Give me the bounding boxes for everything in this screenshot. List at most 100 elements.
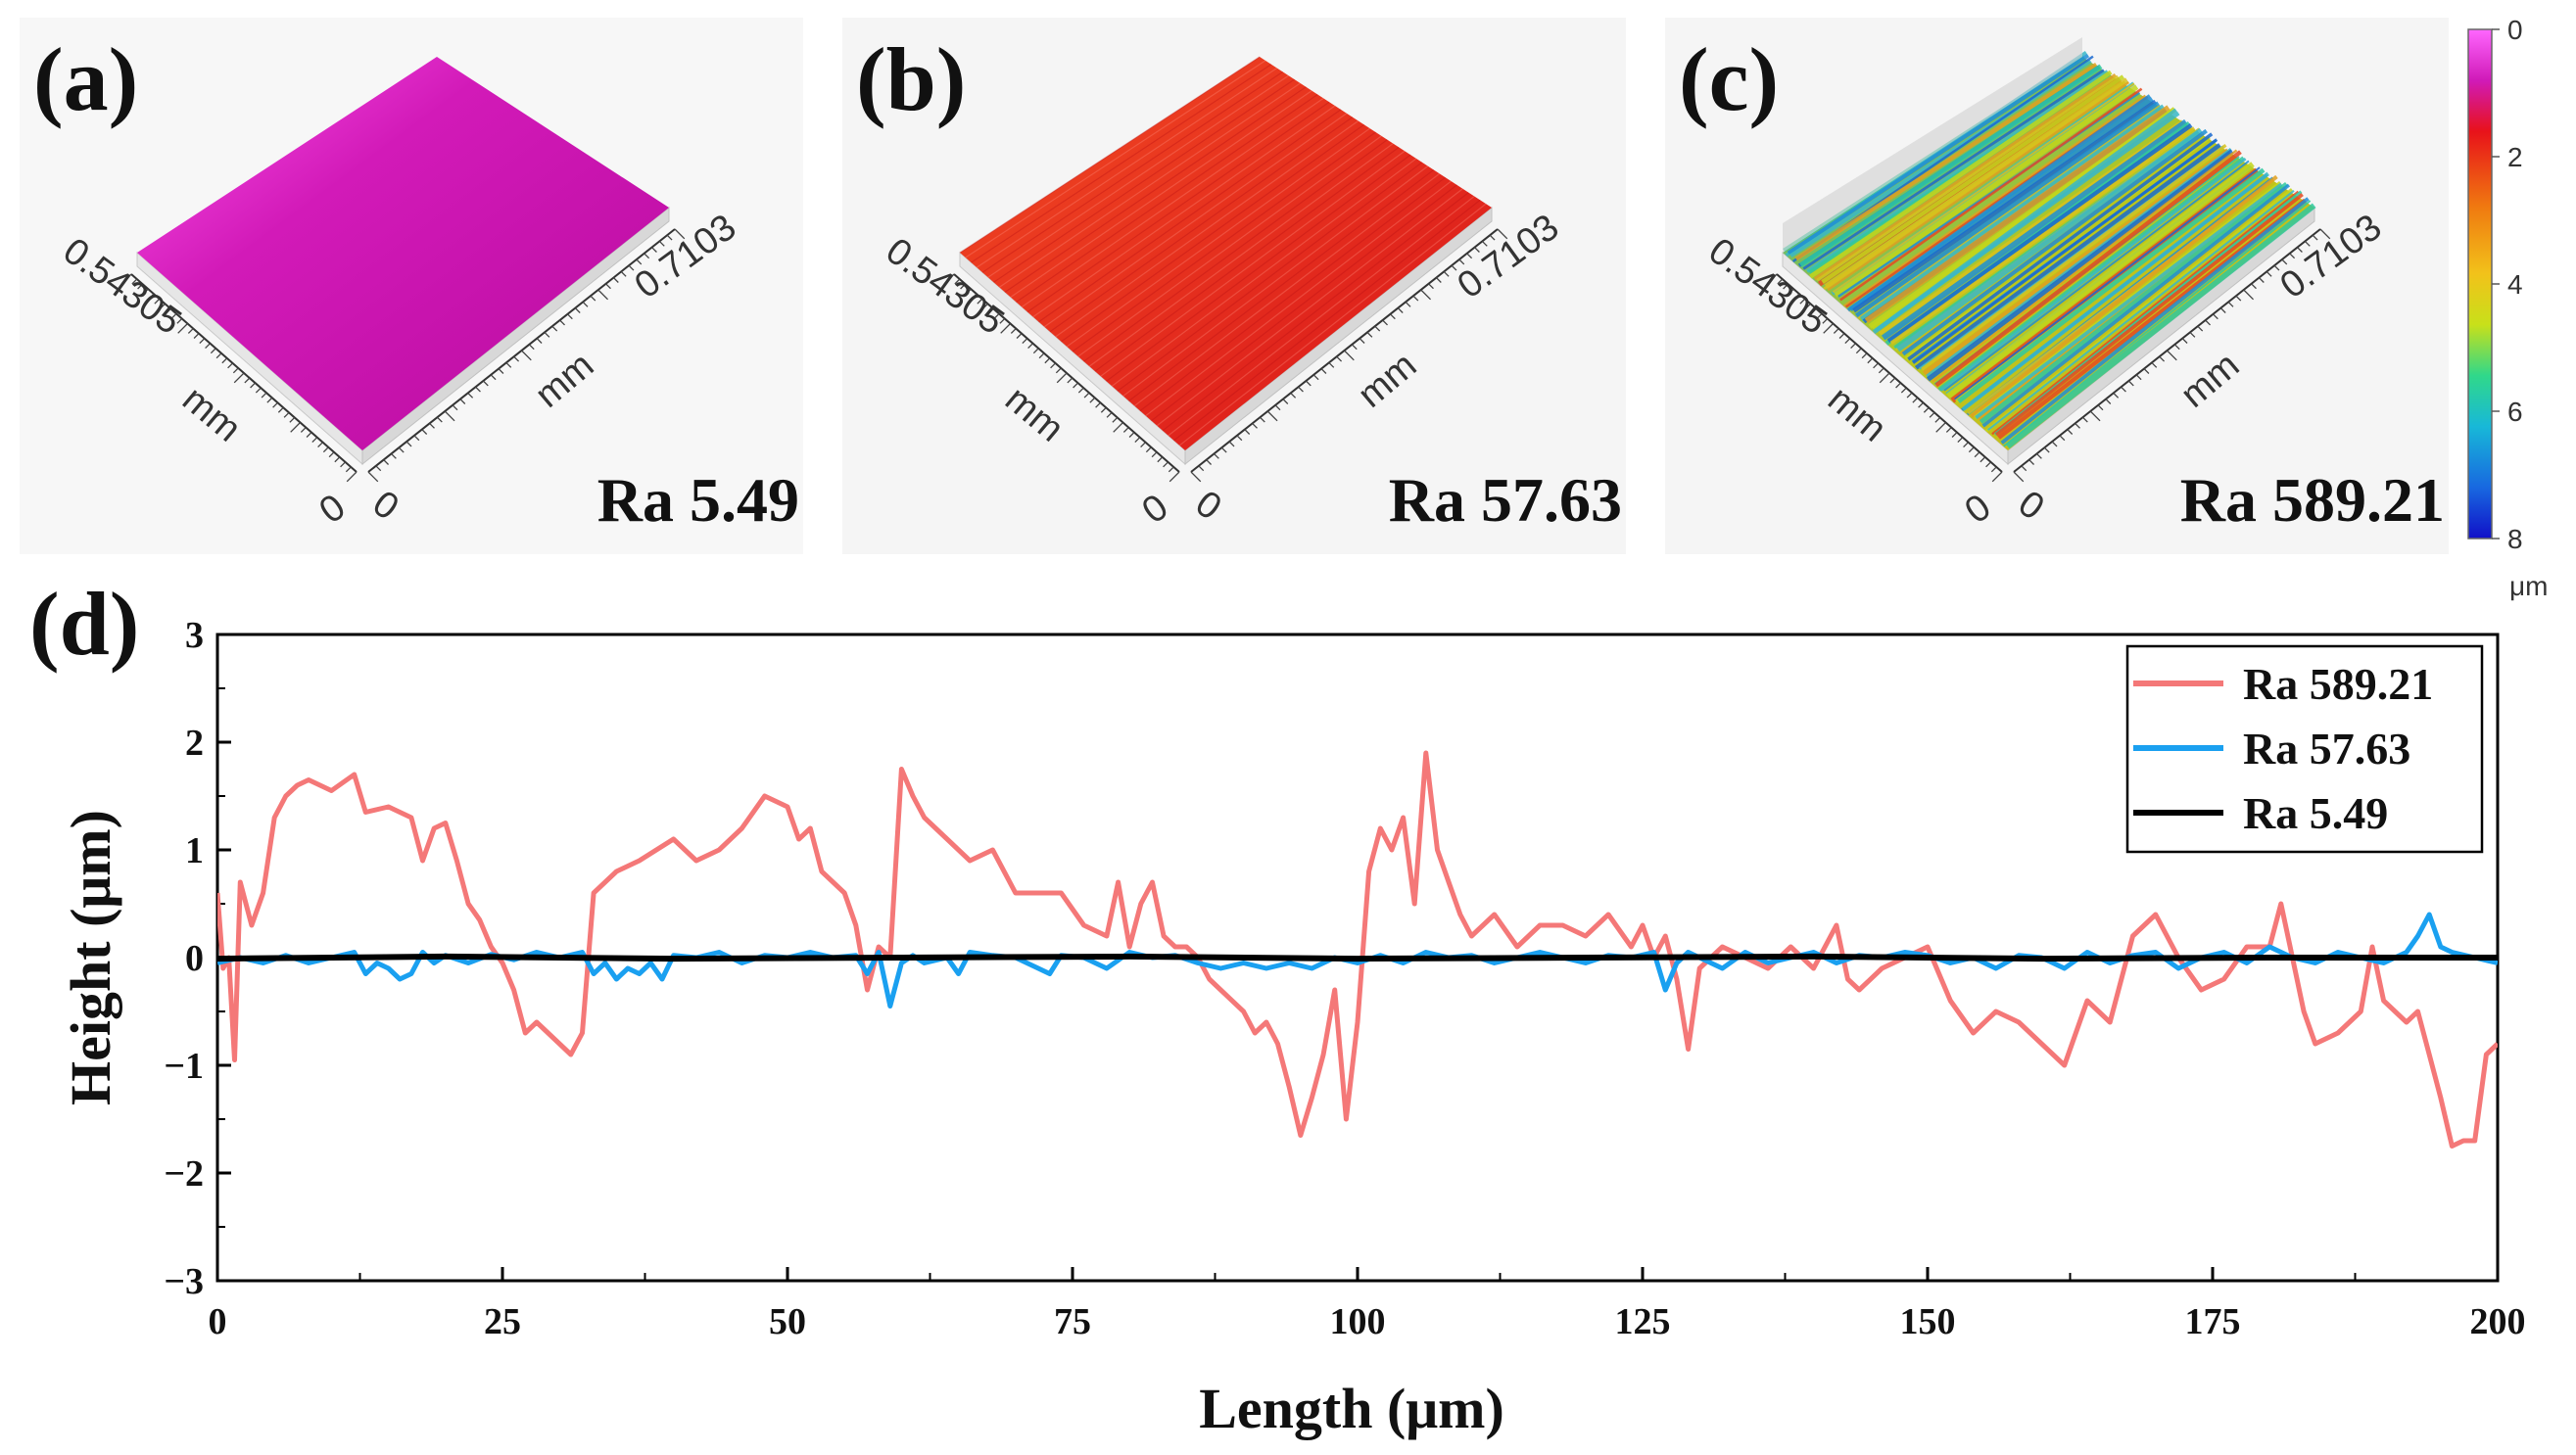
- axis-tick: [999, 317, 1006, 324]
- surface-texture: [1783, 50, 2316, 449]
- roughness-label: Ra 589.21: [2180, 465, 2445, 535]
- texture-streak: [1842, 94, 2147, 307]
- axis-tick: [954, 278, 961, 285]
- axis-tick: [1974, 451, 1980, 458]
- axis-tick: [1435, 277, 1442, 283]
- axis-tick: [482, 380, 489, 387]
- axis-tick: [255, 387, 262, 394]
- axis-tick: [2021, 465, 2027, 472]
- axis-tick: [2105, 399, 2112, 404]
- axis-tick: [1838, 333, 1845, 339]
- axis-tick: [2251, 283, 2257, 290]
- texture-streak: [1832, 82, 2135, 294]
- texture-streak: [1975, 182, 2283, 420]
- texture-streak: [965, 60, 1266, 258]
- axis-tick: [1833, 328, 1839, 334]
- axis-tick: [328, 451, 335, 458]
- axis-tick: [227, 362, 233, 369]
- axis-tick: [1140, 442, 1146, 448]
- axis-tick: [1083, 392, 1090, 399]
- x-tick-label: 25: [484, 1301, 521, 1342]
- x-tick-label: 75: [1054, 1301, 1091, 1342]
- axis-tick: [1282, 399, 1289, 404]
- texture-streak: [1813, 72, 2117, 281]
- texture-streak: [1799, 64, 2103, 268]
- axis-tick: [1934, 416, 1941, 423]
- panel-letter: (a): [33, 29, 138, 129]
- axis-tick: [1027, 343, 1033, 350]
- axis-tick: [1918, 401, 1924, 408]
- texture-streak: [1881, 118, 2188, 341]
- x-axis: 0 25 50 75 100 125 150 175 200: [209, 1267, 2526, 1342]
- axis-tick: [597, 289, 609, 301]
- axis-tick: [375, 465, 382, 472]
- axis-tick: [459, 399, 466, 404]
- x-tick-label: 150: [1900, 1301, 1956, 1342]
- axis-tick: [666, 234, 673, 241]
- texture-streak: [1981, 183, 2291, 428]
- texture-streak: [1957, 167, 2266, 403]
- axis-tick: [505, 361, 512, 368]
- texture-streak: [1854, 101, 2161, 319]
- axis-tick: [636, 258, 643, 265]
- axis-tick: [1855, 348, 1862, 354]
- axis-tick: [1128, 432, 1135, 438]
- axis-tick: [2266, 270, 2272, 277]
- axis-tick: [1850, 343, 1856, 350]
- axis-tick: [2159, 355, 2166, 362]
- surface-side-right: [361, 206, 670, 466]
- axis-tick: [1497, 228, 1508, 240]
- texture-streak: [1794, 62, 2098, 261]
- axis-tick: [429, 422, 435, 429]
- axis-tick: [1420, 289, 1432, 301]
- texture-streak: [1875, 112, 2180, 332]
- texture-streak: [1122, 165, 1429, 397]
- texture-streak: [1852, 99, 2158, 313]
- axis-tick: [1985, 461, 1991, 468]
- texture-streak: [1038, 109, 1342, 323]
- texture-streak: [2003, 200, 2312, 447]
- texture-streak: [1016, 94, 1318, 303]
- texture-streak: [1010, 90, 1312, 298]
- axis-tick: [1991, 471, 2003, 483]
- axis-tick: [1878, 367, 1884, 374]
- axis-tick: [1145, 446, 1152, 453]
- texture-streak: [1821, 74, 2125, 284]
- axis-ticks: [1766, 228, 2331, 483]
- colorbar: 0 2 4 6 8 μm: [2467, 15, 2548, 601]
- axis-tick: [2036, 452, 2042, 459]
- texture-streak: [1111, 158, 1417, 387]
- axis-tick: [1016, 333, 1023, 339]
- axis-tick: [2013, 471, 2025, 483]
- texture-streak: [1066, 127, 1370, 348]
- axis-tick: [2127, 380, 2134, 387]
- axis-tick: [452, 404, 458, 411]
- axis-tick: [2059, 435, 2066, 442]
- axis-tick: [187, 328, 194, 334]
- axis-tick: [1305, 380, 1312, 387]
- axis-tick: [1044, 357, 1051, 364]
- axis-tick: [620, 270, 627, 277]
- texture-streak: [1979, 182, 2289, 425]
- axis-tick: [233, 372, 245, 384]
- axis-tick: [272, 401, 278, 408]
- axis-tick: [1366, 331, 1373, 338]
- axis-tick: [1151, 451, 1158, 458]
- axis-tick: [154, 298, 161, 305]
- axis-tick: [345, 466, 352, 473]
- axis-tick: [490, 374, 497, 381]
- texture-streak: [959, 56, 1261, 254]
- axis-tick: [2097, 404, 2104, 411]
- texture-streak: [1937, 156, 2245, 392]
- axis-tick: [1095, 401, 1101, 408]
- texture-streak: [1021, 97, 1324, 308]
- axis-tick: [1328, 361, 1335, 368]
- axis-tick: [2189, 331, 2196, 338]
- axis-tick: [413, 435, 420, 442]
- axis-tick: [993, 312, 1000, 319]
- axis-tick: [1935, 422, 1946, 433]
- texture-streak: [1088, 143, 1394, 367]
- texture-streak: [1914, 143, 2221, 370]
- texture-streak: [1077, 135, 1382, 357]
- axis-tick: [2043, 446, 2050, 453]
